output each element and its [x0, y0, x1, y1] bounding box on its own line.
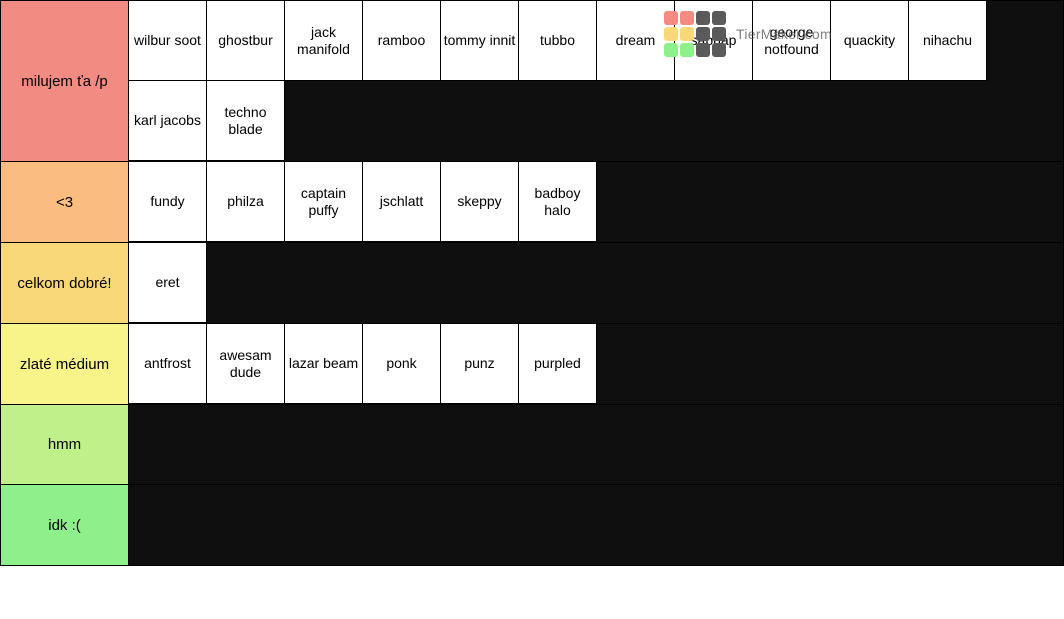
tier-item[interactable]: philza — [207, 162, 285, 242]
tier-item[interactable]: george notfound — [753, 1, 831, 81]
tier-items[interactable]: fundyphilzacaptain puffyjschlattskeppyba… — [129, 162, 1063, 242]
tier-label[interactable]: idk :( — [1, 485, 129, 565]
tier-item[interactable]: fundy — [129, 162, 207, 242]
tier-item[interactable]: sapnap — [675, 1, 753, 81]
tier-item[interactable]: techno blade — [207, 81, 285, 161]
tier-row: idk :( — [1, 485, 1063, 565]
tier-item[interactable]: tubbo — [519, 1, 597, 81]
tier-item[interactable]: awesam dude — [207, 324, 285, 404]
tier-label[interactable]: <3 — [1, 162, 129, 242]
tier-label[interactable]: hmm — [1, 405, 129, 484]
tier-item[interactable]: jack manifold — [285, 1, 363, 81]
tier-row: <3fundyphilzacaptain puffyjschlattskeppy… — [1, 162, 1063, 243]
tier-item[interactable]: dream — [597, 1, 675, 81]
tier-item[interactable]: captain puffy — [285, 162, 363, 242]
tier-label[interactable]: milujem ťa /p — [1, 1, 129, 161]
tier-item[interactable]: nihachu — [909, 1, 987, 81]
tier-item[interactable]: skeppy — [441, 162, 519, 242]
tier-item[interactable]: purpled — [519, 324, 597, 404]
tier-item[interactable]: punz — [441, 324, 519, 404]
tier-item[interactable]: antfrost — [129, 324, 207, 404]
tier-row: hmm — [1, 405, 1063, 485]
tier-item[interactable]: eret — [129, 243, 207, 323]
tier-item[interactable]: jschlatt — [363, 162, 441, 242]
tier-row: celkom dobré!eret — [1, 243, 1063, 324]
tier-items[interactable] — [129, 405, 1063, 484]
tier-items[interactable]: antfrostawesam dudelazar beamponkpunzpur… — [129, 324, 1063, 404]
tier-list: milujem ťa /pwilbur sootghostburjack man… — [0, 0, 1064, 566]
tier-label[interactable]: zlaté médium — [1, 324, 129, 404]
tier-label[interactable]: celkom dobré! — [1, 243, 129, 323]
tier-item[interactable]: badboy halo — [519, 162, 597, 242]
tier-item[interactable]: ghostbur — [207, 1, 285, 81]
tier-row: zlaté médiumantfrostawesam dudelazar bea… — [1, 324, 1063, 405]
tier-item[interactable]: ramboo — [363, 1, 441, 81]
tier-item[interactable]: tommy innit — [441, 1, 519, 81]
tier-item[interactable]: ponk — [363, 324, 441, 404]
tier-item[interactable]: quackity — [831, 1, 909, 81]
tier-item[interactable]: karl jacobs — [129, 81, 207, 161]
tier-item[interactable]: lazar beam — [285, 324, 363, 404]
tier-items[interactable]: eret — [129, 243, 1063, 323]
tier-item[interactable]: wilbur soot — [129, 1, 207, 81]
tier-items[interactable]: wilbur sootghostburjack manifoldrambooto… — [129, 1, 1063, 161]
tier-items[interactable] — [129, 485, 1063, 565]
tier-row: milujem ťa /pwilbur sootghostburjack man… — [1, 1, 1063, 162]
